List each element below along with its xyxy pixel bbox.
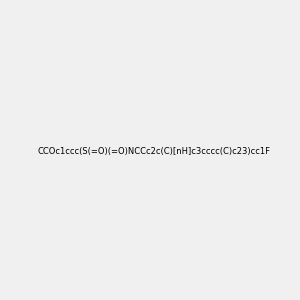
Text: CCOc1ccc(S(=O)(=O)NCCc2c(C)[nH]c3cccc(C)c23)cc1F: CCOc1ccc(S(=O)(=O)NCCc2c(C)[nH]c3cccc(C)…: [37, 147, 270, 156]
